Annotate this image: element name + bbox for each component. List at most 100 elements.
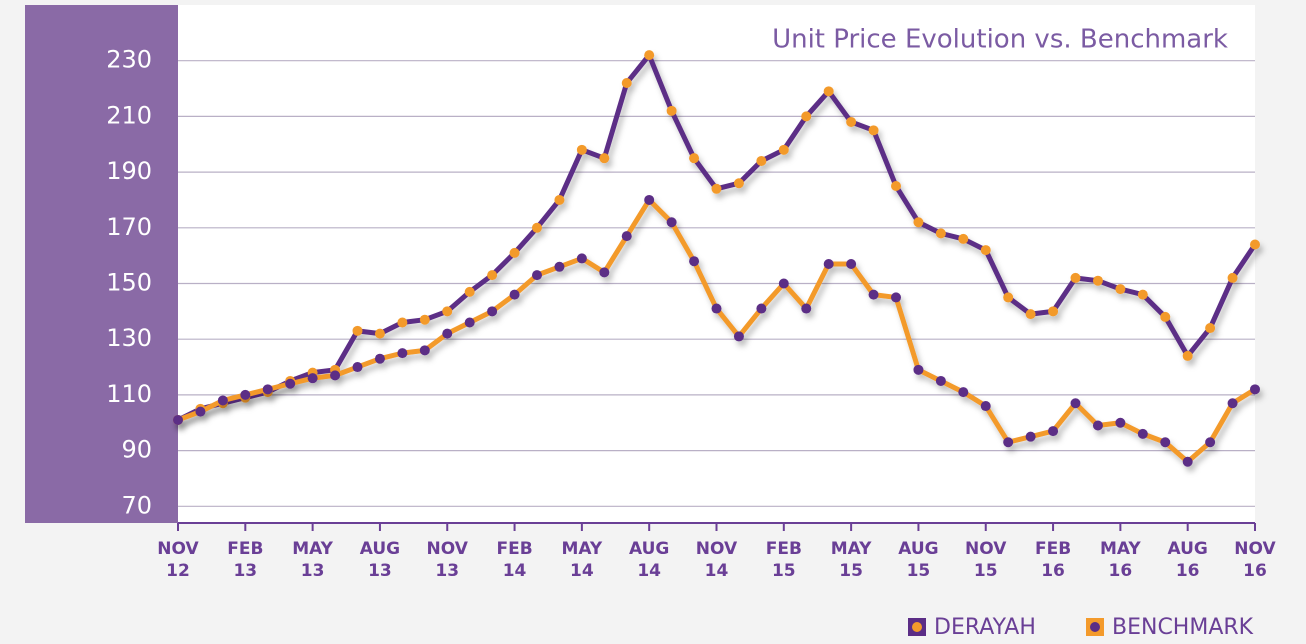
- data-point: [1137, 289, 1148, 300]
- y-tick-label: 70: [121, 491, 152, 519]
- data-point: [1070, 272, 1081, 283]
- data-point: [352, 362, 363, 373]
- data-point: [1048, 426, 1059, 437]
- x-tick-label: MAY 16: [1099, 539, 1141, 581]
- data-point: [980, 401, 991, 412]
- legend-label: BENCHMARK: [1112, 615, 1254, 640]
- data-point: [846, 116, 857, 127]
- data-point: [1092, 420, 1103, 431]
- legend-swatch-dot: [912, 622, 922, 632]
- data-point: [778, 144, 789, 155]
- x-tick-label: MAY 14: [561, 539, 603, 581]
- data-point: [532, 222, 542, 233]
- data-point: [599, 153, 610, 164]
- data-point: [1250, 384, 1260, 395]
- y-tick-label: 230: [106, 46, 152, 74]
- x-tick-label: MAY 15: [830, 539, 872, 581]
- data-point: [823, 259, 834, 269]
- data-point: [778, 278, 789, 289]
- data-point: [1137, 428, 1148, 439]
- legend-swatch-dot: [1090, 622, 1100, 632]
- x-tick-label: FEB 15: [765, 539, 802, 581]
- data-point: [554, 194, 565, 205]
- data-point: [599, 267, 610, 278]
- data-point: [756, 155, 767, 166]
- data-point: [487, 306, 498, 317]
- data-point: [823, 86, 834, 97]
- data-point: [980, 245, 991, 256]
- data-point: [509, 247, 520, 258]
- x-tick-label: AUG 14: [628, 539, 670, 581]
- x-tick-label: NOV 13: [426, 539, 468, 581]
- data-point: [935, 228, 946, 239]
- data-point: [1070, 398, 1081, 409]
- data-point: [1048, 306, 1059, 317]
- y-tick-label: 150: [106, 268, 152, 296]
- data-point: [1160, 311, 1171, 322]
- data-point: [868, 289, 879, 300]
- data-point: [240, 389, 251, 400]
- data-point: [1115, 417, 1126, 428]
- data-point: [1160, 437, 1171, 448]
- data-point: [442, 328, 453, 339]
- data-point: [644, 194, 655, 205]
- x-tick-label: NOV 12: [157, 539, 199, 581]
- y-tick-label: 170: [106, 213, 152, 241]
- data-point: [217, 395, 228, 406]
- data-point: [1025, 431, 1036, 442]
- data-point: [419, 345, 430, 356]
- data-point: [442, 306, 453, 317]
- x-tick-label: AUG 13: [359, 539, 401, 581]
- data-point: [621, 231, 632, 242]
- y-axis-panel: [25, 5, 178, 523]
- data-point: [935, 375, 946, 386]
- data-point: [913, 217, 924, 228]
- data-point: [801, 303, 812, 314]
- y-tick-label: 90: [121, 436, 152, 464]
- data-point: [644, 50, 655, 61]
- data-point: [554, 261, 565, 272]
- data-point: [801, 111, 812, 122]
- y-tick-label: 190: [106, 157, 152, 185]
- data-point: [487, 270, 498, 281]
- data-point: [307, 373, 318, 384]
- data-point: [419, 314, 430, 325]
- x-tick-label: NOV 14: [695, 539, 738, 581]
- data-point: [1205, 323, 1216, 334]
- data-point: [1092, 275, 1103, 286]
- y-tick-label: 110: [106, 380, 152, 408]
- data-point: [891, 181, 901, 192]
- data-point: [532, 270, 542, 281]
- data-point: [262, 384, 273, 395]
- data-point: [733, 331, 744, 342]
- data-point: [374, 353, 385, 364]
- data-point: [846, 259, 857, 269]
- x-tick-label: FEB 14: [496, 539, 533, 581]
- x-tick-label: NOV 16: [1234, 539, 1276, 581]
- data-point: [576, 144, 587, 155]
- data-point: [733, 178, 744, 189]
- data-point: [711, 303, 722, 314]
- data-point: [1227, 272, 1238, 283]
- data-point: [711, 183, 722, 194]
- data-point: [173, 414, 183, 425]
- data-point: [913, 364, 924, 375]
- data-point: [285, 378, 296, 389]
- data-point: [891, 292, 901, 303]
- data-point: [1227, 398, 1238, 409]
- x-tick-label: FEB 16: [1034, 539, 1072, 581]
- data-point: [1205, 437, 1216, 448]
- data-point: [666, 105, 677, 116]
- data-point: [397, 348, 408, 359]
- data-point: [868, 125, 879, 136]
- data-point: [621, 77, 632, 88]
- data-point: [1250, 239, 1260, 250]
- data-point: [1025, 309, 1036, 320]
- chart-title: Unit Price Evolution vs. Benchmark: [772, 25, 1228, 55]
- y-tick-label: 130: [106, 324, 152, 352]
- data-point: [666, 217, 677, 228]
- data-point: [689, 153, 700, 164]
- x-tick-label: AUG 15: [898, 539, 939, 581]
